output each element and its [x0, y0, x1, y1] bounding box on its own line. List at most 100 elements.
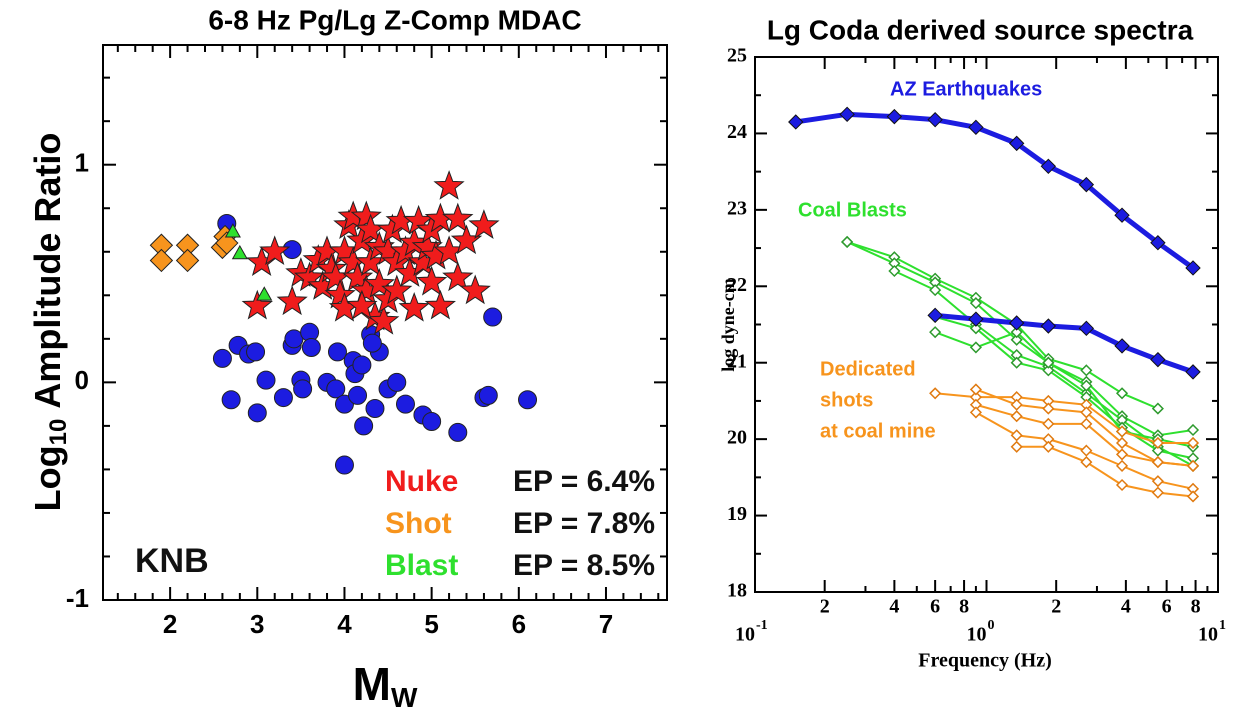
marker: [1042, 364, 1055, 377]
marker: [1150, 235, 1166, 251]
marker: [929, 387, 942, 400]
point: [246, 342, 266, 362]
chart-title: Lg Coda derived source spectra: [767, 14, 1194, 45]
y-axis-label-part: Amplitude Ratio: [27, 133, 68, 409]
x-tick-label: 6: [1162, 596, 1172, 618]
point: [348, 385, 368, 405]
point: [326, 379, 346, 399]
marker: [1010, 429, 1023, 442]
y-tick-label: 22: [727, 274, 747, 296]
point: [215, 231, 239, 255]
x-tick-label-exponent: -1: [756, 618, 768, 633]
x-axis-label: Frequency (Hz): [918, 650, 1052, 672]
point: [365, 398, 385, 418]
marker: [1080, 379, 1093, 392]
y-tick-label: 0: [75, 365, 89, 395]
marker: [968, 119, 984, 136]
marker: [888, 264, 901, 278]
point: [352, 355, 372, 375]
legend-note: EP = 8.5%: [513, 549, 655, 582]
y-axis-label-part: Log: [27, 445, 68, 511]
marker: [1042, 417, 1055, 430]
point: [448, 422, 468, 442]
point: [433, 170, 465, 200]
y-tick-label: 18: [727, 580, 747, 602]
marker: [1151, 486, 1164, 499]
marker: [1080, 417, 1093, 430]
point: [442, 202, 474, 233]
point: [398, 291, 430, 322]
point: [346, 289, 378, 320]
annotation: at coal mine: [820, 420, 936, 442]
y-tick-label: 20: [727, 427, 747, 449]
point: [363, 267, 395, 298]
point: [483, 307, 503, 327]
marker: [1008, 315, 1025, 331]
point: [259, 235, 291, 266]
line: [934, 331, 1194, 448]
marker: [1186, 490, 1200, 503]
chart-title: 6-8 Hz Pg/Lg Z-Comp MDAC: [208, 4, 581, 35]
marker: [968, 311, 984, 327]
marker: [1151, 475, 1164, 488]
point: [341, 261, 374, 292]
marker: [1114, 338, 1130, 354]
point: [416, 265, 448, 296]
annotation: Dedicated: [820, 358, 916, 380]
annotation: Coal Blasts: [798, 199, 907, 221]
marker: [1151, 436, 1164, 450]
point: [231, 244, 248, 260]
point: [301, 338, 321, 358]
marker: [1115, 387, 1129, 400]
marker: [1010, 410, 1023, 423]
point: [293, 261, 326, 292]
plot-frame: [754, 56, 1219, 593]
line: [934, 315, 1194, 460]
marker: [1150, 351, 1166, 368]
y-axis-label: Log10 Amplitude Ratio: [27, 133, 73, 512]
marker: [1186, 436, 1200, 450]
marker: [1010, 398, 1023, 411]
legend-label: Nuke: [385, 465, 458, 498]
x-axis-label-sub: W: [391, 682, 418, 713]
marker: [1010, 326, 1023, 339]
x-tick-label: 8: [1191, 596, 1201, 618]
point: [324, 278, 356, 309]
marker: [1080, 444, 1093, 457]
marker: [927, 307, 943, 324]
line: [935, 392, 1194, 444]
point: [368, 304, 400, 335]
point: [381, 274, 413, 305]
marker: [1040, 318, 1057, 334]
marker: [1040, 158, 1057, 174]
point: [518, 390, 538, 410]
y-axis-label: log dyne-cm: [718, 278, 738, 372]
point: [327, 342, 347, 362]
x-tick-label: 4: [337, 609, 352, 639]
x-tick-label: 10: [967, 624, 987, 646]
point: [395, 394, 415, 414]
marker: [1115, 436, 1129, 450]
marker: [969, 297, 982, 310]
marker: [1078, 176, 1095, 193]
marker: [1008, 135, 1025, 152]
x-axis-label-part: M: [353, 658, 391, 710]
legend-label: Shot: [385, 507, 452, 540]
marker: [1080, 406, 1093, 419]
x-tick-label: 2: [820, 596, 830, 618]
y-axis-label-sub: 10: [45, 419, 72, 446]
point: [256, 286, 273, 301]
marker: [1115, 478, 1129, 492]
marker: [1010, 333, 1023, 346]
marker: [1185, 364, 1201, 380]
marker: [969, 406, 982, 419]
y-tick-label: 25: [727, 45, 747, 67]
point: [362, 333, 382, 353]
annotation: KNB: [135, 542, 209, 580]
line: [1016, 445, 1194, 498]
marker: [841, 235, 854, 249]
point: [276, 285, 308, 316]
x-tick-label: 6: [930, 596, 940, 618]
marker: [839, 106, 855, 123]
